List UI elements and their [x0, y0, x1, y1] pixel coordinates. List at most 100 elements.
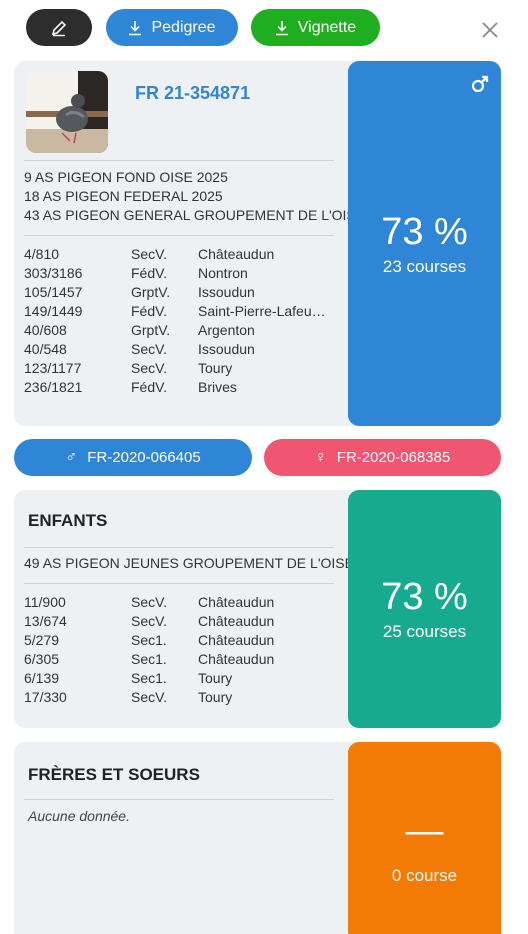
result-town: Toury: [198, 689, 233, 705]
download-icon: [275, 20, 288, 35]
result-level: GrptV.: [131, 322, 171, 338]
title-line: 43 AS PIGEON GENERAL GROUPEMENT DE L'OIS…: [24, 207, 348, 223]
result-place: 11/900: [24, 594, 66, 610]
pigeon-details: FR 21-354871 9 AS PIGEON FOND OISE 2025 …: [14, 61, 348, 426]
result-town: Issoudun: [198, 341, 255, 357]
pigeon-image: [26, 71, 108, 153]
pigeon-percent: 73 %: [381, 210, 468, 253]
vignette-label: Vignette: [297, 18, 357, 36]
result-level: SecV.: [131, 594, 168, 610]
pigeon-courses: 23 courses: [382, 256, 467, 276]
edit-icon: [51, 20, 67, 36]
close-icon[interactable]: [478, 18, 502, 42]
pedigree-label: Pedigree: [151, 18, 216, 36]
result-place: 5/279: [24, 632, 60, 648]
pigeon-photo[interactable]: [26, 71, 108, 153]
result-level: Sec1.: [131, 651, 167, 667]
result-town: Toury: [198, 360, 233, 376]
result-town: Châteaudun: [198, 651, 275, 667]
children-card: ENFANTS 49 AS PIGEON JEUNES GROUPEMENT D…: [14, 490, 501, 728]
result-town: Châteaudun: [198, 632, 275, 648]
edit-button[interactable]: [26, 9, 92, 46]
result-place: 105/1457: [24, 284, 83, 300]
result-row: 40/548 SecV. Issoudun: [24, 341, 338, 357]
result-row: 13/674 SecV. Châteaudun: [24, 613, 338, 629]
title-line: 49 AS PIGEON JEUNES GROUPEMENT DE L'OISE…: [24, 555, 348, 571]
children-courses: 25 courses: [382, 622, 467, 641]
siblings-card: FRÈRES ET SOEURS Aucune donnée. — 0 cour…: [14, 742, 501, 934]
result-town: Châteaudun: [198, 594, 275, 610]
mother-button[interactable]: ♀ FR-2020-068385: [264, 439, 501, 476]
result-level: Sec1.: [131, 632, 167, 648]
result-town: Saint-Pierre-Lafeu…: [198, 303, 326, 319]
result-place: 236/1821: [24, 379, 83, 395]
siblings-details: FRÈRES ET SOEURS Aucune donnée.: [14, 742, 348, 934]
result-town: Châteaudun: [198, 246, 275, 262]
divider: [24, 583, 334, 584]
result-row: 149/1449 FédV. Saint-Pierre-Lafeu…: [24, 303, 338, 319]
result-place: 40/548: [24, 341, 67, 357]
result-row: 40/608 GrptV. Argenton: [24, 322, 338, 338]
children-title: ENFANTS: [28, 511, 108, 530]
result-town: Toury: [198, 670, 233, 686]
result-row: 105/1457 GrptV. Issoudun: [24, 284, 338, 300]
result-level: FédV.: [131, 303, 168, 319]
divider: [24, 799, 334, 800]
divider: [24, 235, 334, 236]
result-row: 17/330 SecV. Toury: [24, 689, 338, 705]
result-level: SecV.: [131, 613, 168, 629]
children-percent: 73 %: [381, 576, 468, 618]
result-place: 123/1177: [24, 360, 82, 376]
result-level: SecV.: [131, 360, 168, 376]
download-icon: [129, 20, 142, 35]
empty-message: Aucune donnée.: [28, 808, 130, 824]
result-place: 40/608: [24, 322, 67, 338]
siblings-percent: —: [405, 810, 444, 852]
result-place: 303/3186: [24, 265, 83, 281]
result-place: 13/674: [24, 613, 67, 629]
result-row: 11/900 SecV. Châteaudun: [24, 594, 338, 610]
vignette-button[interactable]: Vignette: [251, 9, 380, 46]
result-place: 6/305: [24, 651, 60, 667]
result-level: SecV.: [131, 341, 168, 357]
result-row: 4/810 SecV. Châteaudun: [24, 246, 338, 262]
pedigree-button[interactable]: Pedigree: [106, 9, 238, 46]
result-place: 6/139: [24, 670, 60, 686]
mother-ring: FR-2020-068385: [336, 449, 451, 466]
children-details: ENFANTS 49 AS PIGEON JEUNES GROUPEMENT D…: [14, 490, 348, 728]
result-place: 149/1449: [24, 303, 83, 319]
result-row: 5/279 Sec1. Châteaudun: [24, 632, 338, 648]
result-place: 17/330: [24, 689, 67, 705]
siblings-title: FRÈRES ET SOEURS: [28, 765, 200, 784]
divider: [24, 160, 334, 161]
result-town: Châteaudun: [198, 613, 275, 629]
result-row: 123/1177 SecV. Toury: [24, 360, 338, 376]
result-row: 236/1821 FédV. Brives: [24, 379, 338, 395]
pigeon-card: FR 21-354871 9 AS PIGEON FOND OISE 2025 …: [14, 61, 501, 426]
father-ring: FR-2020-066405: [87, 449, 201, 466]
siblings-courses: 0 course: [391, 866, 458, 885]
siblings-score-panel: — 0 course: [348, 742, 501, 934]
title-line: 9 AS PIGEON FOND OISE 2025: [24, 169, 228, 185]
title-line: 18 AS PIGEON FEDERAL 2025: [24, 188, 223, 204]
toolbar: Pedigree Vignette: [0, 0, 528, 58]
result-level: Sec1.: [131, 670, 167, 686]
children-score-panel: 73 % 25 courses: [348, 490, 501, 728]
father-button[interactable]: ♂ FR-2020-066405: [14, 439, 252, 476]
result-level: FédV.: [131, 379, 168, 395]
result-level: FédV.: [131, 265, 168, 281]
male-icon: [471, 75, 489, 93]
pigeon-ring: FR 21-354871: [135, 83, 251, 103]
result-place: 4/810: [24, 246, 60, 262]
result-town: Brives: [198, 379, 237, 395]
result-row: 6/139 Sec1. Toury: [24, 670, 338, 686]
result-town: Nontron: [198, 265, 248, 281]
divider: [24, 547, 334, 548]
result-town: Argenton: [198, 322, 255, 338]
result-level: SecV.: [131, 246, 168, 262]
result-row: 6/305 Sec1. Châteaudun: [24, 651, 338, 667]
male-icon: ♂: [65, 448, 78, 466]
pigeon-score-panel: 73 % 23 courses: [348, 61, 501, 426]
result-level: SecV.: [131, 689, 168, 705]
result-town: Issoudun: [198, 284, 255, 300]
